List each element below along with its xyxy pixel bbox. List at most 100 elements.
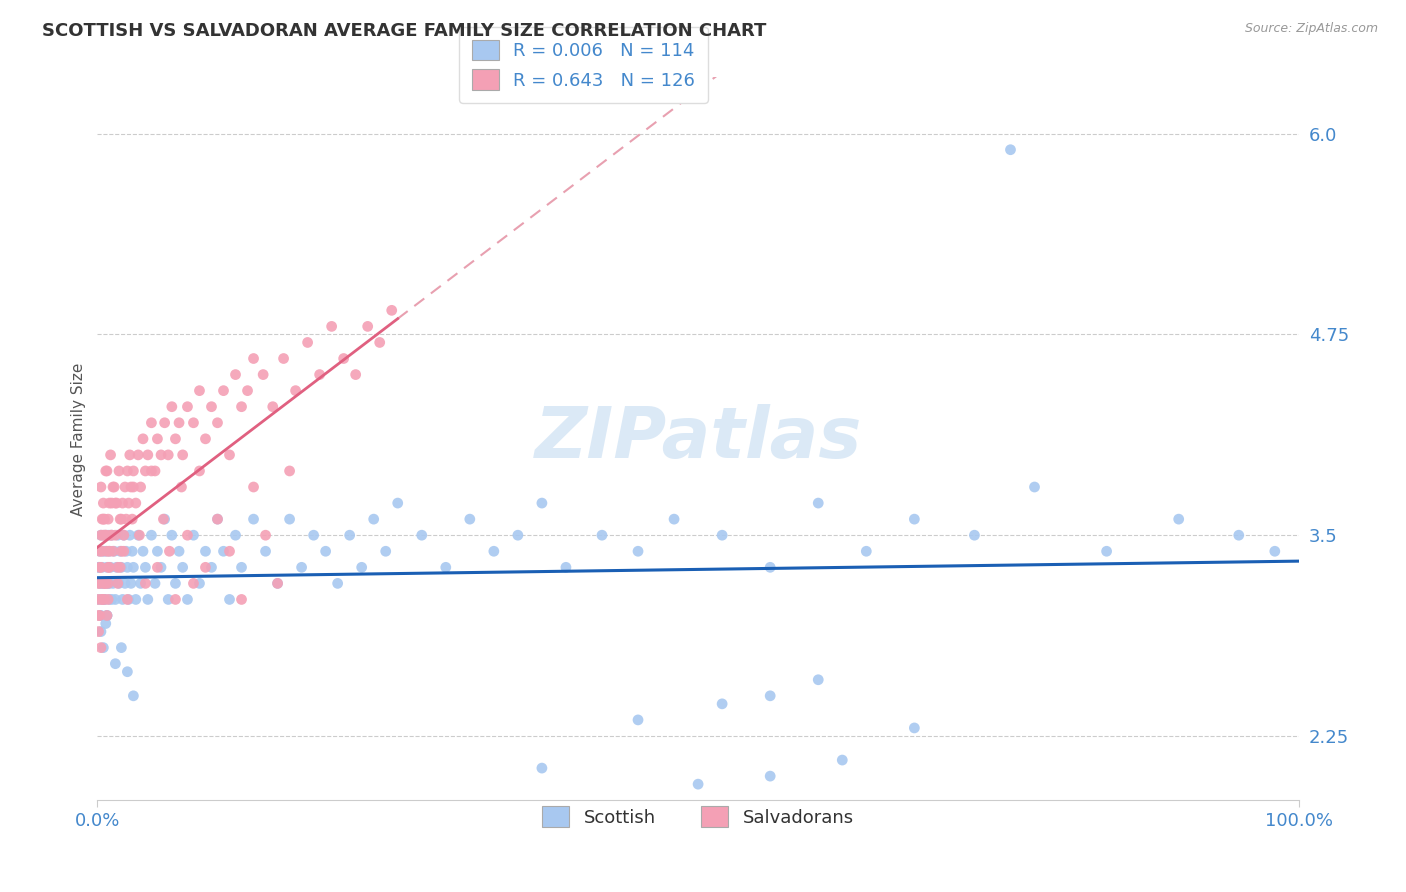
Point [200,400,222,414]
Point [90,608,112,623]
Point [326,576,349,591]
Point [90,480,112,494]
Point [266,576,288,591]
Point [855,544,877,558]
Point [157,592,180,607]
Point [100,560,122,574]
Point [120,480,142,494]
Point [183,416,205,430]
Point [100,528,122,542]
Point [141,416,163,430]
Point [94,616,117,631]
Point [93,640,115,655]
Point [160,528,183,542]
Point [91,592,114,607]
Point [127,448,149,462]
Point [115,544,138,558]
Point [117,464,139,478]
Point [218,448,240,462]
Point [122,560,145,574]
Point [121,512,143,526]
Point [284,384,307,398]
Point [93,576,115,591]
Point [188,464,211,478]
Point [91,544,114,558]
Point [165,432,187,446]
Point [278,512,301,526]
Point [1264,544,1286,558]
Point [96,608,118,623]
Point [321,319,343,334]
Point [107,528,129,542]
Point [807,496,830,510]
Point [903,512,925,526]
Point [104,592,127,607]
Point [188,384,211,398]
Point [90,528,112,542]
Point [297,335,319,350]
Point [231,592,253,607]
Point [98,544,121,558]
Point [236,384,259,398]
Point [141,464,163,478]
Point [117,592,139,607]
Point [129,576,152,591]
Point [387,496,409,510]
Point [96,560,118,574]
Point [87,592,110,607]
Point [188,576,211,591]
Point [225,528,247,542]
Point [143,576,166,591]
Point [207,416,229,430]
Point [87,608,110,623]
Point [98,576,121,591]
Point [93,592,115,607]
Point [172,448,194,462]
Point [98,496,121,510]
Point [153,512,176,526]
Point [627,713,650,727]
Point [128,528,150,542]
Point [91,592,114,607]
Point [91,576,114,591]
Point [118,448,141,462]
Point [194,432,217,446]
Point [93,576,115,591]
Point [302,528,325,542]
Point [315,544,337,558]
Point [252,368,274,382]
Point [122,480,145,494]
Point [93,512,115,526]
Point [212,384,235,398]
Point [231,400,253,414]
Point [176,592,198,607]
Point [105,496,128,510]
Point [759,769,782,783]
Point [167,544,190,558]
Point [1227,528,1250,542]
Point [114,480,136,494]
Point [94,576,117,591]
Point [157,448,180,462]
Point [93,592,115,607]
Point [963,528,986,542]
Point [89,544,111,558]
Point [112,528,135,542]
Point [194,544,217,558]
Point [807,673,830,687]
Point [273,351,295,366]
Text: SCOTTISH VS SALVADORAN AVERAGE FAMILY SIZE CORRELATION CHART: SCOTTISH VS SALVADORAN AVERAGE FAMILY SI… [42,22,766,40]
Point [176,528,198,542]
Point [90,528,112,542]
Point [110,544,132,558]
Point [87,576,110,591]
Point [170,480,193,494]
Point [207,512,229,526]
Point [93,576,115,591]
Point [89,544,111,558]
Point [87,592,110,607]
Point [125,592,148,607]
Point [242,512,264,526]
Point [115,512,138,526]
Point [101,480,124,494]
